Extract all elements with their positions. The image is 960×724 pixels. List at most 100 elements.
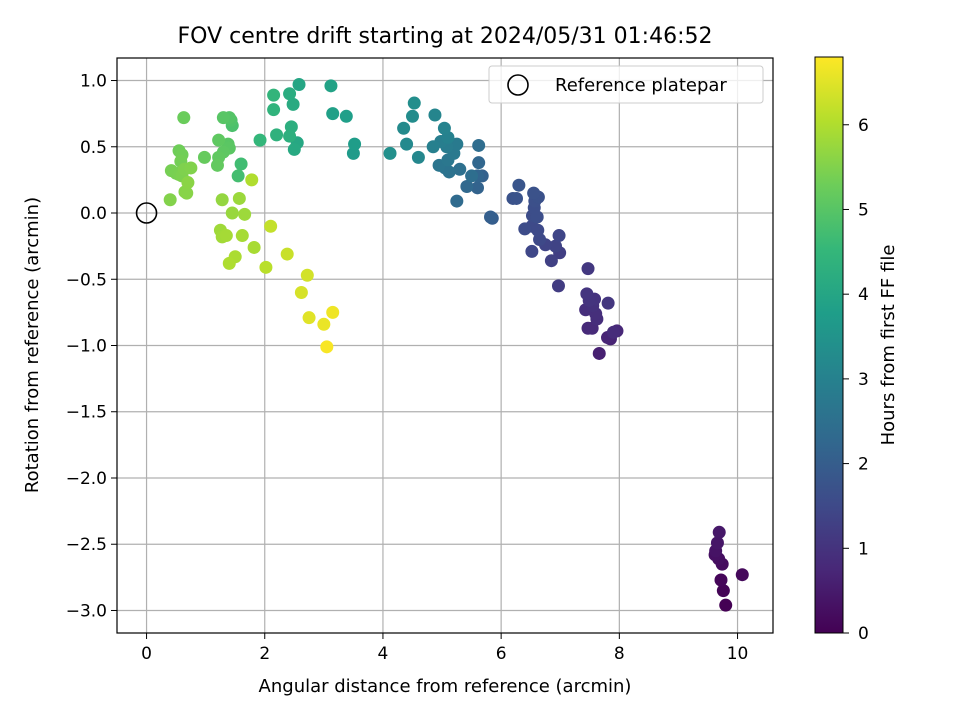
data-point (267, 103, 281, 117)
data-point (326, 305, 340, 319)
data-point (181, 176, 195, 190)
y-tick-label: 0.0 (80, 204, 107, 224)
data-point (326, 107, 340, 121)
data-point (280, 247, 294, 261)
data-point (232, 191, 246, 205)
data-point (581, 262, 595, 276)
data-point (286, 97, 300, 111)
data-point (472, 156, 486, 170)
reference-point-marker (135, 202, 158, 224)
data-point (716, 584, 730, 598)
data-point (225, 206, 239, 220)
data-point (231, 169, 245, 183)
colorbar-ticks: 0 1 2 3 4 5 6 (843, 116, 869, 644)
x-tick-label: 2 (259, 644, 270, 664)
data-point (527, 186, 541, 200)
data-point (549, 239, 563, 253)
colorbar-tick-label: 6 (858, 116, 869, 136)
data-point (460, 180, 474, 194)
data-point (222, 256, 236, 270)
data-point (411, 150, 425, 164)
data-point (234, 157, 248, 171)
colorbar-tick-label: 4 (858, 285, 869, 305)
data-point (525, 244, 539, 258)
data-point (215, 193, 229, 207)
y-tick-label: −0.5 (66, 270, 107, 290)
y-axis-label: Rotation from reference (arcmin) (22, 197, 43, 493)
data-point (212, 133, 226, 147)
data-point (450, 137, 464, 151)
legend-label-reference: Reference platepar (555, 75, 727, 96)
y-tick-label: −2.5 (66, 535, 107, 555)
data-point (259, 260, 273, 274)
data-point (472, 138, 486, 152)
data-point (428, 108, 442, 122)
data-point (245, 173, 259, 187)
data-point (606, 325, 620, 339)
data-point (253, 133, 267, 147)
x-tick-label: 8 (614, 644, 625, 664)
data-point (320, 340, 334, 354)
data-point (210, 158, 224, 172)
colorbar-tick-label: 3 (858, 370, 869, 390)
data-point (283, 129, 297, 143)
data-point (551, 279, 565, 293)
data-point (197, 150, 211, 164)
data-point (184, 161, 198, 175)
colorbar-tick-label: 5 (858, 200, 869, 220)
data-point (735, 568, 749, 582)
data-point (512, 178, 526, 192)
data-point (383, 146, 397, 160)
data-point (163, 193, 177, 207)
data-point (302, 311, 316, 325)
data-point (300, 268, 314, 282)
data-point (407, 96, 421, 110)
data-point (317, 317, 331, 331)
data-point (397, 121, 411, 135)
data-point (719, 598, 733, 612)
x-tick-label: 6 (496, 644, 507, 664)
data-point (531, 223, 545, 237)
x-tick-label: 10 (727, 644, 749, 664)
data-point (405, 109, 419, 123)
data-point (510, 191, 524, 205)
data-point (426, 140, 440, 154)
y-tick-label: −2.0 (66, 469, 107, 489)
data-point (580, 287, 594, 301)
legend-box (488, 65, 764, 104)
data-point (294, 286, 308, 300)
data-point (518, 222, 532, 236)
x-tick-label: 0 (141, 644, 152, 664)
data-points (163, 77, 749, 612)
data-point (453, 162, 467, 176)
data-point (714, 573, 728, 587)
data-point (712, 525, 726, 539)
data-point (283, 87, 297, 101)
y-tick-label: 0.5 (80, 138, 107, 158)
data-point (238, 207, 252, 221)
chart-title: FOV centre drift starting at 2024/05/31 … (178, 24, 713, 49)
data-point (216, 111, 230, 125)
legend-marker-reference (507, 74, 529, 96)
data-point (484, 210, 498, 224)
data-point (324, 79, 338, 93)
data-point (450, 194, 464, 208)
colorbar-tick-label: 2 (858, 455, 869, 475)
data-point (437, 121, 451, 135)
data-point (292, 77, 306, 91)
axes-ticks: 0 2 4 6 8 10 −3.0 −2.5 −2.0 −1.5 −1.0 −0.5 0.0 0.5 1.0 (66, 72, 749, 664)
data-point (180, 186, 194, 200)
x-axis-label: Angular distance from reference (arcmin) (259, 676, 632, 697)
data-point (247, 240, 261, 254)
data-point (264, 219, 278, 233)
data-point (601, 296, 615, 310)
x-tick-label: 4 (378, 644, 389, 664)
colorbar-tick-label: 0 (858, 624, 869, 644)
data-point (544, 254, 558, 268)
data-point (400, 137, 414, 151)
colorbar: 0 1 2 3 4 5 6 Hours from first FF file (814, 56, 899, 644)
data-point (287, 142, 301, 156)
data-point (219, 229, 233, 243)
